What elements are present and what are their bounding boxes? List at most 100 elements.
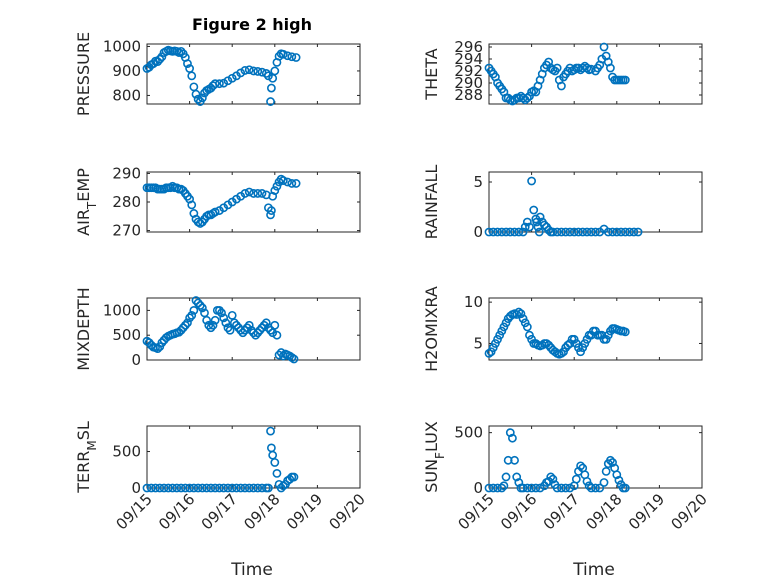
data-point [253, 67, 263, 76]
data-point [255, 325, 265, 335]
data-point [159, 483, 169, 493]
data-point [548, 227, 558, 237]
data-point [257, 189, 267, 198]
data-point [561, 483, 571, 493]
data-point [202, 315, 212, 325]
data-point [193, 94, 203, 104]
data-point [484, 483, 494, 493]
data-point [189, 483, 199, 493]
data-point [616, 227, 626, 237]
data-point [505, 428, 515, 438]
axes-box [488, 171, 703, 233]
data-point [215, 79, 224, 89]
data-point [599, 478, 609, 487]
data-point [183, 59, 192, 68]
data-point [510, 95, 519, 105]
data-point [516, 309, 526, 319]
data-series [142, 45, 301, 106]
data-point [601, 466, 611, 476]
data-point [232, 320, 241, 330]
data-point [612, 470, 622, 480]
data-point [287, 52, 297, 62]
y-tick-label: 1000 [103, 301, 141, 319]
data-point [557, 227, 566, 237]
data-point [210, 315, 220, 325]
subplot-rainfall: 0 5 RAINFALL [422, 165, 703, 241]
data-point [586, 227, 596, 237]
data-series [484, 176, 643, 237]
data-series [142, 296, 299, 364]
subplot-air-temp: 270 280 290 AIRTEMP [74, 164, 361, 240]
data-point [249, 189, 258, 198]
data-point [289, 354, 299, 364]
data-point [501, 472, 511, 482]
data-point [238, 328, 248, 338]
data-series [484, 42, 630, 106]
y-axis-label: AIRTEMP [74, 168, 99, 236]
data-point [240, 66, 250, 75]
data-point [266, 97, 275, 106]
data-point [586, 483, 596, 493]
y-tick-label: 800 [112, 86, 141, 104]
data-point [603, 227, 613, 237]
axes-box [146, 171, 361, 233]
data-point [274, 51, 284, 61]
data-point [518, 483, 528, 493]
data-point [565, 483, 575, 493]
data-point [236, 68, 246, 78]
data-point [253, 328, 263, 338]
y-axis-label: H2OMIXRA [422, 286, 441, 372]
data-point [571, 474, 581, 484]
data-point [534, 227, 544, 237]
data-point [508, 433, 517, 443]
y-tick-label: 288 [454, 86, 483, 104]
data-point [612, 227, 622, 237]
data-point [240, 189, 250, 198]
data-point [185, 313, 194, 323]
data-point [142, 483, 152, 493]
data-point [157, 52, 167, 62]
data-point [539, 220, 549, 230]
data-point [582, 63, 592, 73]
data-point [266, 325, 275, 335]
data-point [518, 227, 528, 237]
data-point [208, 320, 218, 330]
data-point [176, 483, 186, 493]
y-tick-label: 5 [473, 173, 483, 191]
data-point [563, 340, 573, 350]
data-point [183, 318, 192, 328]
data-point [522, 93, 532, 103]
data-point [219, 313, 229, 323]
data-point [227, 73, 237, 83]
data-point [503, 455, 513, 465]
data-point [484, 348, 494, 358]
data-point [153, 344, 163, 353]
data-series [142, 174, 301, 228]
data-point [493, 227, 502, 237]
y-axis-label: TERRMSL [74, 421, 99, 494]
data-point [582, 476, 592, 486]
data-point [261, 68, 271, 78]
data-point [251, 330, 261, 340]
data-point [153, 57, 163, 67]
data-point [253, 483, 263, 493]
x-axis-label-right: Time [572, 560, 615, 580]
data-point [501, 227, 511, 237]
data-point [270, 458, 280, 467]
data-point [204, 320, 214, 330]
data-point [561, 227, 571, 237]
data-point [272, 181, 282, 191]
data-point [257, 483, 267, 493]
data-point [249, 483, 258, 493]
data-point [146, 483, 156, 493]
data-point [497, 227, 507, 237]
data-point [151, 483, 160, 493]
data-point [565, 227, 575, 237]
data-point [510, 455, 519, 465]
y-tick-label: 290 [112, 164, 141, 182]
data-point [569, 65, 579, 75]
data-point [591, 227, 600, 237]
data-point [270, 186, 280, 195]
data-point [257, 323, 267, 333]
data-point [497, 483, 507, 493]
